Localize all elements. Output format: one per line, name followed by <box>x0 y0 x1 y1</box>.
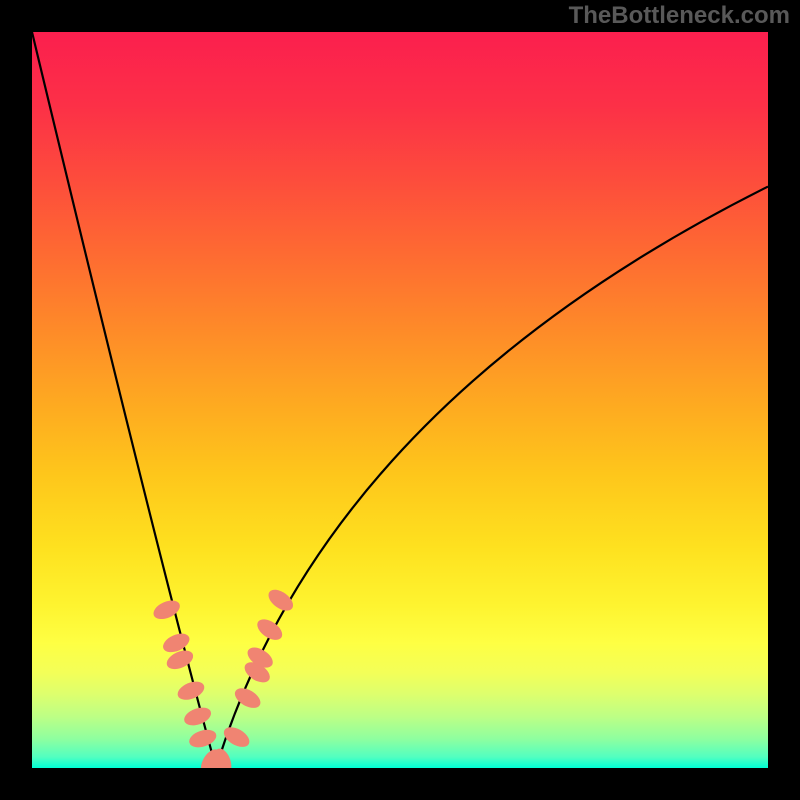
bottleneck-chart <box>0 0 800 800</box>
border-right <box>768 0 800 800</box>
border-bottom <box>0 768 800 800</box>
chart-frame: TheBottleneck.com <box>0 0 800 800</box>
plot-background <box>32 32 768 768</box>
watermark-text: TheBottleneck.com <box>569 2 790 30</box>
border-left <box>0 0 32 800</box>
